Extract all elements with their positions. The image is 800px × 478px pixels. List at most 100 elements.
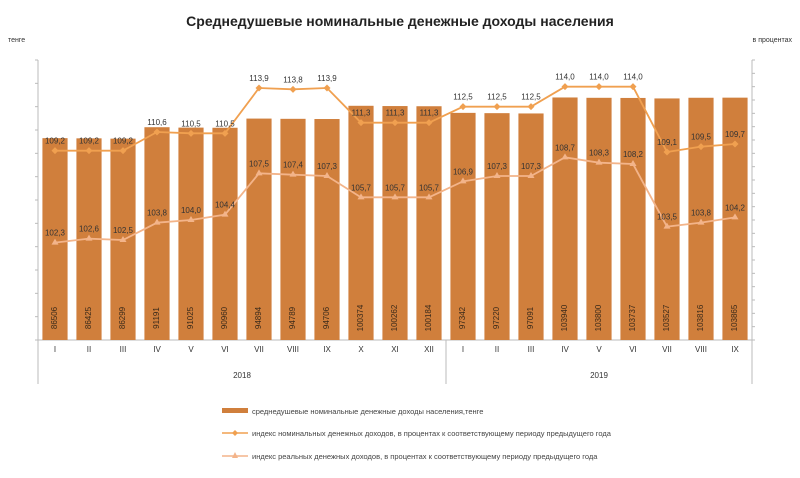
bar [552,97,578,341]
real-index-marker [221,210,229,217]
bar [382,106,408,341]
real-index-marker [323,172,331,178]
nominal-index-label: 109,1 [657,138,678,147]
bar-value-label: 97342 [458,306,467,329]
bar-value-label: 91191 [152,307,161,329]
category-label: VI [221,345,229,354]
nominal-index-marker [119,147,127,155]
year-label: 2019 [590,371,608,380]
nominal-index-label: 112,5 [521,93,541,102]
category-label: VIII [287,345,299,354]
bar-value-label: 97220 [492,306,501,329]
category-label: VII [254,345,264,354]
real-index-marker [561,153,569,160]
real-index-label: 102,6 [79,225,100,234]
real-index-marker [51,238,59,245]
nominal-index-marker [85,147,93,155]
year-label: 2018 [233,371,251,380]
bar [348,105,374,340]
category-label: II [87,345,91,354]
real-index-label: 104,4 [215,201,236,210]
category-label: XI [391,345,399,354]
nominal-index-label: 113,9 [249,74,269,83]
real-index-label: 105,7 [351,183,372,192]
nominal-index-marker [153,128,161,136]
nominal-index-label: 110,6 [147,118,167,127]
nominal-index-label: 114,0 [555,73,575,82]
real-index-marker [391,193,399,200]
nominal-index-label: 114,0 [623,73,643,82]
category-label: II [495,345,499,354]
real-index-marker [459,177,467,184]
legend: среднедушевые номинальные денежные доход… [222,407,612,461]
legend-swatch-bar [222,408,248,413]
bar [246,118,272,341]
bar-value-label: 103865 [730,304,739,331]
real-index-label: 105,7 [419,183,440,192]
real-index-marker [255,169,263,176]
bar [416,106,442,340]
nominal-index-label: 109,2 [45,137,66,146]
nominal-index-marker [697,143,705,151]
category-label: V [188,345,194,354]
bar [212,127,238,340]
real-index-marker [187,216,195,222]
real-index-label: 105,7 [385,183,406,192]
category-label: III [528,345,535,354]
nominal-index-label: 114,0 [589,73,609,82]
bar-value-label: 97091 [526,306,535,329]
real-index-marker [153,218,161,225]
nominal-index-marker [425,119,433,127]
real-index-label: 106,9 [453,167,474,176]
real-index-label: 102,3 [45,229,66,238]
nominal-index-label: 109,5 [691,133,712,142]
real-index-marker [289,170,297,177]
nominal-index-label: 111,3 [420,109,439,118]
real-index-label: 103,8 [691,209,712,218]
nominal-index-marker [323,84,331,92]
real-index-marker [595,158,603,165]
bar-value-label: 100262 [390,304,399,331]
nominal-index-label: 113,9 [317,74,337,83]
real-index-label: 104,0 [181,206,202,215]
legend-label-nominal: индекс номинальных денежных доходов, в п… [252,429,612,438]
nominal-index-marker [221,129,229,137]
real-index-label: 102,5 [113,226,134,235]
left-unit-label: тенге [8,37,25,44]
category-label: VI [629,345,637,354]
bar-value-label: 86425 [84,306,93,329]
real-index-marker [85,234,93,241]
real-index-label: 107,3 [521,162,542,171]
nominal-index-label: 109,7 [725,130,746,139]
real-index-label: 107,3 [487,162,508,171]
nominal-index-label: 112,5 [453,93,473,102]
real-index-label: 103,8 [147,209,168,218]
bar [484,113,510,340]
legend-label-bar: среднедушевые номинальные денежные доход… [252,407,483,416]
real-index-marker [119,236,127,242]
bar-value-label: 91025 [186,306,195,329]
real-index-label: 107,3 [317,162,338,171]
nominal-index-marker [493,103,501,111]
nominal-index-label: 109,2 [79,137,100,146]
bar-value-label: 100374 [356,304,365,331]
category-label: XII [424,345,434,354]
real-index-label: 108,7 [555,143,576,152]
bar [144,127,170,340]
real-index-marker [527,172,535,178]
nominal-index-marker [459,103,467,111]
bar-value-label: 86299 [118,306,127,329]
real-index-marker [697,218,705,225]
bar-value-label: 103940 [560,304,569,331]
bar-value-label: 103527 [662,304,671,331]
nominal-index-label: 112,5 [487,93,507,102]
real-index-label: 108,2 [623,150,644,159]
nominal-index-label: 111,3 [386,109,405,118]
bar [314,119,340,340]
nominal-index-marker [561,83,569,91]
bar [620,97,646,341]
bar-value-label: 90960 [220,306,229,329]
bar [178,127,204,340]
nominal-index-label: 110,5 [215,119,235,128]
